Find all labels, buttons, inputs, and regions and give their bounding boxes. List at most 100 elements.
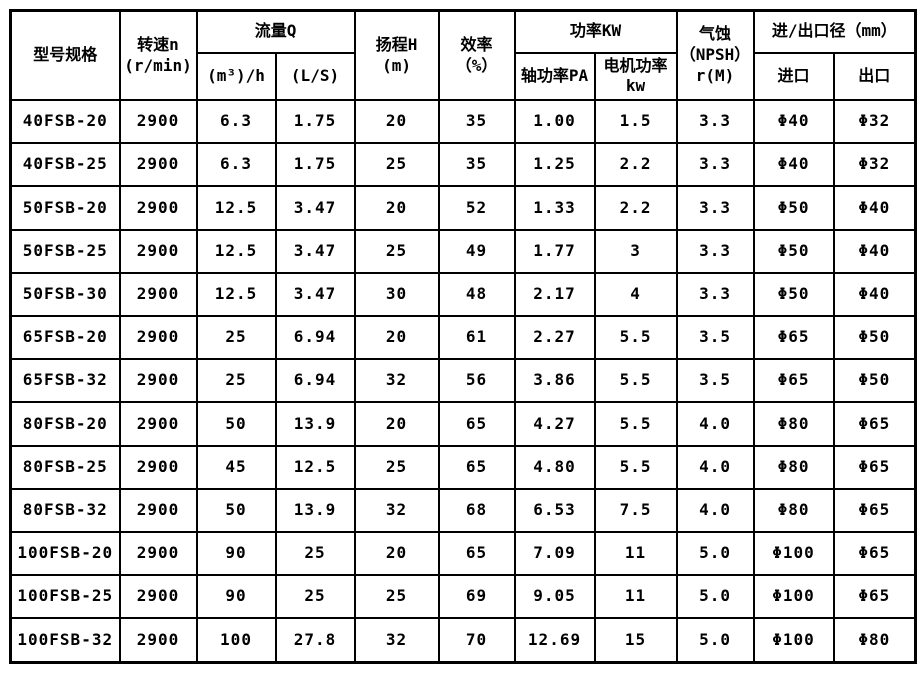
header-cell-efficiency: 效率 （%） [437,9,516,102]
cell-npsh: 5.0 [675,530,755,577]
cell-head: 25 [353,228,440,274]
cell-efficiency: 48 [437,271,516,318]
cell-inlet: Φ80 [752,401,835,447]
cell-speed: 2900 [118,315,198,361]
cell-head: 25 [353,574,440,620]
cell-motor-power: 5.5 [593,401,678,447]
cell-efficiency: 70 [437,617,516,664]
cell-inlet: Φ100 [752,617,835,664]
cell-shaft-power: 4.27 [513,401,596,447]
cell-outlet: Φ65 [832,487,917,533]
cell-inlet: Φ65 [752,315,835,361]
cell-inlet: Φ100 [752,574,835,620]
table-row: 80FSB-25 2900 45 12.5 25 65 4.80 5.5 4.0 Φ80 Φ65 [9,444,917,490]
cell-flow-ls: 12.5 [274,444,356,490]
cell-motor-power: 11 [593,530,678,577]
cell-outlet: Φ32 [832,142,917,188]
cell-motor-power: 5.5 [593,444,678,490]
cell-speed: 2900 [118,142,198,188]
cell-motor-power: 4 [593,271,678,318]
cell-head: 20 [353,185,440,231]
pump-spec-table: 型号规格 转速n (r/min) 流量Q 扬程H (m) 效率 （%） 功率KW… [9,9,918,664]
cell-outlet: Φ50 [832,358,917,404]
cell-outlet: Φ65 [832,444,917,490]
cell-model: 50FSB-30 [9,271,121,318]
header-cell-model: 型号规格 [9,9,121,102]
table-row: 100FSB-32 2900 100 27.8 32 70 12.69 15 5.0 Φ100 Φ8… [9,617,917,664]
cell-head: 20 [353,99,440,145]
cell-shaft-power: 3.86 [513,358,596,404]
cell-outlet: Φ65 [832,574,917,620]
table-row: 40FSB-25 2900 6.3 1.75 25 35 1.25 2.2 3.3 Φ40 Φ32 [9,142,917,188]
cell-speed: 2900 [118,271,198,318]
cell-efficiency: 69 [437,574,516,620]
cell-outlet: Φ65 [832,530,917,577]
cell-model: 100FSB-32 [9,617,121,664]
cell-model: 100FSB-20 [9,530,121,577]
cell-outlet: Φ40 [832,271,917,318]
cell-inlet: Φ80 [752,444,835,490]
table-body: 40FSB-20 2900 6.3 1.75 20 35 1.00 1.5 3.3 Φ40 Φ32 4… [9,99,917,664]
cell-efficiency: 65 [437,530,516,577]
cell-outlet: Φ32 [832,99,917,145]
cell-head: 20 [353,315,440,361]
cell-head: 32 [353,358,440,404]
cell-outlet: Φ80 [832,617,917,664]
cell-model: 100FSB-25 [9,574,121,620]
table-row: 50FSB-25 2900 12.5 3.47 25 49 1.77 3 3.3 Φ50 Φ40 [9,228,917,274]
cell-inlet: Φ65 [752,358,835,404]
cell-shaft-power: 2.17 [513,271,596,318]
cell-inlet: Φ50 [752,271,835,318]
cell-head: 30 [353,271,440,318]
cell-motor-power: 2.2 [593,185,678,231]
cell-flow-m3h: 6.3 [195,99,277,145]
cell-speed: 2900 [118,487,198,533]
cell-speed: 2900 [118,401,198,447]
cell-model: 65FSB-20 [9,315,121,361]
cell-npsh: 5.0 [675,617,755,664]
cell-outlet: Φ65 [832,401,917,447]
cell-inlet: Φ40 [752,142,835,188]
cell-flow-m3h: 90 [195,574,277,620]
cell-shaft-power: 6.53 [513,487,596,533]
header-cell-inlet: 进口 [752,51,835,102]
cell-flow-m3h: 25 [195,358,277,404]
cell-flow-m3h: 12.5 [195,271,277,318]
cell-head: 32 [353,617,440,664]
cell-head: 20 [353,401,440,447]
header-cell-npsh: 气蚀 （NPSH） r(M) [675,9,755,102]
cell-model: 40FSB-20 [9,99,121,145]
cell-motor-power: 15 [593,617,678,664]
header-cell-ports: 进/出口径（mm） [752,9,917,54]
cell-npsh: 3.5 [675,358,755,404]
header-row-top: 型号规格 转速n (r/min) 流量Q 扬程H (m) 效率 （%） 功率KW… [9,9,917,102]
cell-efficiency: 35 [437,99,516,145]
cell-shaft-power: 9.05 [513,574,596,620]
cell-model: 80FSB-32 [9,487,121,533]
header-cell-shaft-power: 轴功率PA [513,51,596,102]
cell-flow-m3h: 12.5 [195,228,277,274]
cell-motor-power: 2.2 [593,142,678,188]
cell-efficiency: 56 [437,358,516,404]
cell-inlet: Φ50 [752,185,835,231]
cell-outlet: Φ50 [832,315,917,361]
cell-speed: 2900 [118,358,198,404]
cell-motor-power: 3 [593,228,678,274]
cell-flow-ls: 25 [274,530,356,577]
cell-head: 25 [353,444,440,490]
cell-speed: 2900 [118,574,198,620]
cell-flow-m3h: 50 [195,401,277,447]
table-row: 100FSB-20 2900 90 25 20 65 7.09 11 5.0 Φ100 Φ65 [9,530,917,577]
cell-head: 32 [353,487,440,533]
cell-efficiency: 65 [437,401,516,447]
table-row: 65FSB-32 2900 25 6.94 32 56 3.86 5.5 3.5 Φ65 Φ50 [9,358,917,404]
cell-motor-power: 1.5 [593,99,678,145]
cell-npsh: 3.3 [675,271,755,318]
cell-shaft-power: 1.33 [513,185,596,231]
cell-npsh: 3.3 [675,228,755,274]
cell-speed: 2900 [118,185,198,231]
header-cell-flow-m3h: (m³)/h [195,51,277,102]
cell-inlet: Φ40 [752,99,835,145]
cell-flow-ls: 3.47 [274,185,356,231]
